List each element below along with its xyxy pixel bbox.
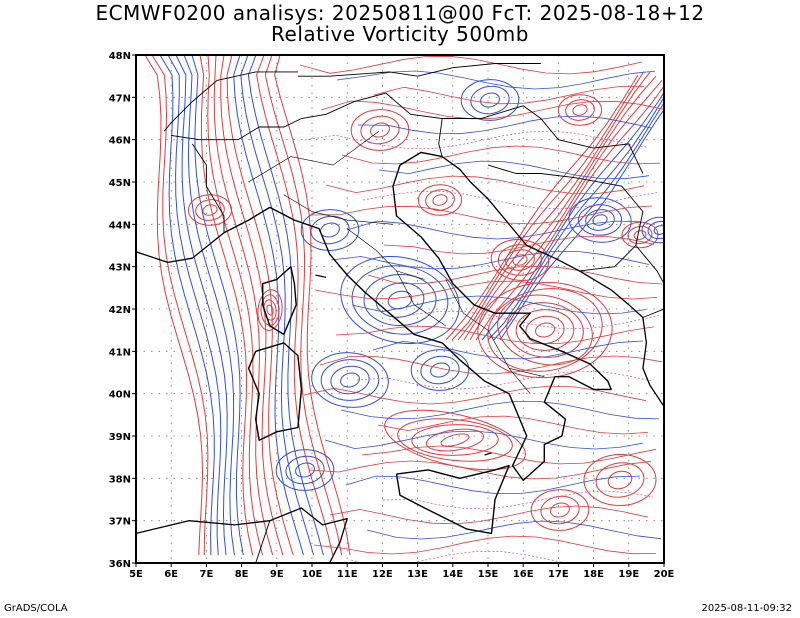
lon-label: 20E bbox=[654, 569, 675, 580]
lon-label: 5E bbox=[129, 569, 143, 580]
vorticity-contours bbox=[144, 55, 664, 563]
lat-label: 48N bbox=[109, 51, 131, 62]
lon-label: 14E bbox=[442, 569, 463, 580]
lon-label: 11E bbox=[337, 569, 358, 580]
lon-label: 12E bbox=[372, 569, 393, 580]
lon-label: 6E bbox=[164, 569, 178, 580]
lat-label: 40N bbox=[109, 390, 131, 401]
coastlines-and-borders bbox=[136, 63, 664, 563]
lat-label: 41N bbox=[109, 347, 131, 358]
lat-label: 39N bbox=[109, 432, 131, 443]
lon-label: 16E bbox=[513, 569, 534, 580]
latitude-labels: 36N 37N 38N 39N 40N 41N 42N 43N 44N 45N 46N 47N 48N bbox=[109, 51, 136, 570]
lat-label: 47N bbox=[109, 93, 131, 104]
lat-label: 43N bbox=[109, 263, 131, 274]
lon-label: 13E bbox=[407, 569, 428, 580]
map-title: ECMWF0200 analisys: 20250811@00 FcT: 202… bbox=[95, 1, 705, 25]
footer-timestamp: 2025-08-11-09:32 bbox=[701, 603, 792, 614]
lat-lon-grid bbox=[136, 55, 664, 563]
lat-label: 37N bbox=[109, 517, 131, 528]
lon-label: 15E bbox=[478, 569, 499, 580]
lat-label: 44N bbox=[109, 220, 131, 231]
lon-label: 17E bbox=[548, 569, 569, 580]
lon-label: 9E bbox=[270, 569, 284, 580]
longitude-labels: 5E 6E 7E 8E 9E 10E 11E 12E 13E 14E 15E 16E 17E 18E 19E… bbox=[129, 563, 675, 580]
lon-label: 10E bbox=[302, 569, 323, 580]
lat-label: 36N bbox=[109, 559, 131, 570]
lon-label: 19E bbox=[618, 569, 639, 580]
lat-label: 42N bbox=[109, 305, 131, 316]
lon-label: 7E bbox=[200, 569, 214, 580]
lon-label: 18E bbox=[583, 569, 604, 580]
footer-software-label: GrADS/COLA bbox=[4, 603, 68, 614]
lat-label: 45N bbox=[109, 178, 131, 189]
map-subtitle: Relative Vorticity 500mb bbox=[271, 22, 529, 46]
lat-label: 38N bbox=[109, 474, 131, 485]
lat-label: 46N bbox=[109, 136, 131, 147]
lon-label: 8E bbox=[235, 569, 249, 580]
